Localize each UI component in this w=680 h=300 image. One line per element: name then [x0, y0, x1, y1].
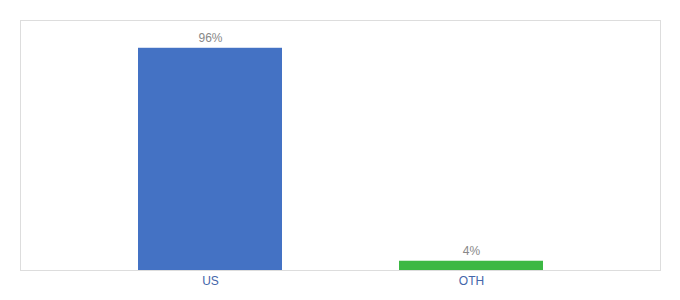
svg-text:96%: 96% — [198, 31, 222, 45]
svg-text:4%: 4% — [463, 244, 481, 258]
svg-text:US: US — [202, 274, 219, 288]
svg-text:OTH: OTH — [459, 274, 484, 288]
